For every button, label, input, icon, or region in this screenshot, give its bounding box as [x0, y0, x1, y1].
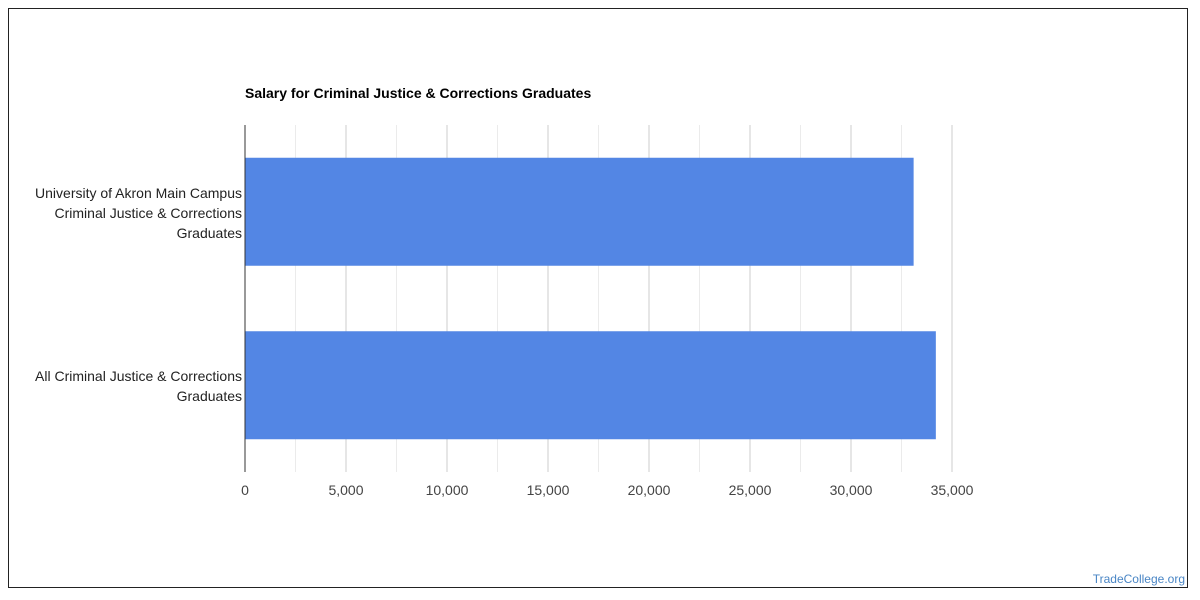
x-tick-label: 10,000	[426, 482, 469, 498]
bar-1[interactable]	[245, 157, 914, 266]
watermark-link[interactable]: TradeCollege.org	[1092, 572, 1185, 586]
category-label-line: Graduates	[176, 388, 242, 405]
x-tick-label: 35,000	[931, 482, 974, 498]
category-label-2: All Criminal Justice & Corrections Gradua…	[35, 366, 242, 406]
chart-title: Salary for Criminal Justice & Correction…	[245, 85, 592, 101]
x-tick-label: 15,000	[527, 482, 570, 498]
category-label-line: Criminal Justice & Corrections	[54, 204, 243, 221]
x-tick-label: 0	[241, 482, 249, 498]
category-label-line: University of Akron Main Campus	[35, 184, 242, 201]
bar-2[interactable]	[245, 331, 936, 440]
category-label-line: Graduates	[176, 224, 242, 241]
x-tick-label: 20,000	[628, 482, 671, 498]
category-label-line: All Criminal Justice & Corrections	[35, 368, 242, 385]
x-tick-label: 30,000	[830, 482, 873, 498]
x-tick-label: 25,000	[729, 482, 772, 498]
category-label-1: University of Akron Main Campus Criminal …	[35, 183, 242, 243]
x-tick-label: 5,000	[328, 482, 363, 498]
